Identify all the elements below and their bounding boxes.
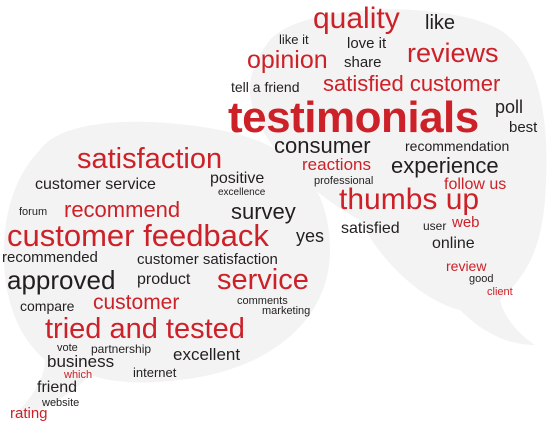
word-business: business — [47, 352, 115, 371]
right-speech-bubble-shape — [250, 9, 547, 346]
word-experience: experience — [391, 153, 499, 178]
word-professional: professional — [314, 175, 374, 187]
word-survey: survey — [231, 199, 296, 224]
word-reactions: reactions — [302, 155, 371, 174]
word-excellence: excellence — [218, 187, 266, 198]
word-comments: comments — [237, 295, 288, 307]
word-review: review — [446, 258, 487, 274]
word-marketing: marketing — [262, 305, 311, 317]
word-tried-and-tested: tried and tested — [45, 313, 245, 345]
word-good: good — [469, 273, 494, 285]
word-service: service — [217, 264, 309, 296]
word-quality: quality — [313, 2, 400, 35]
word-which: which — [64, 369, 93, 381]
word-love-it: love it — [347, 35, 387, 52]
left-speech-bubble-shape — [3, 121, 330, 420]
word-recommended: recommended — [2, 249, 98, 266]
word-satisfied: satisfied — [341, 220, 400, 237]
word-recommend: recommend — [64, 197, 181, 222]
word-tell-a-friend: tell a friend — [231, 79, 300, 95]
word-user: user — [423, 219, 447, 233]
word-yes: yes — [296, 226, 325, 246]
word-client: client — [487, 286, 513, 298]
word-forum: forum — [19, 206, 48, 218]
word-friend: friend — [37, 379, 78, 396]
word-poll: poll — [495, 97, 524, 117]
word-approved: approved — [7, 265, 116, 295]
word-customer: customer — [93, 291, 180, 314]
word-like: like — [425, 12, 456, 34]
word-satisfied-customer: satisfied customer — [323, 71, 501, 96]
word-opinion: opinion — [247, 46, 328, 74]
word-consumer: consumer — [274, 133, 371, 158]
word-web: web — [452, 214, 480, 231]
word-reviews: reviews — [407, 38, 499, 68]
word-share: share — [344, 54, 382, 71]
word-customer-service: customer service — [35, 176, 156, 193]
word-internet: internet — [133, 365, 177, 380]
word-positive: positive — [210, 170, 265, 187]
word-vote: vote — [57, 342, 78, 354]
word-follow-us: follow us — [444, 176, 507, 193]
word-website: website — [42, 397, 80, 409]
word-online: online — [432, 235, 475, 252]
word-best: best — [509, 119, 538, 136]
word-partnership: partnership — [91, 342, 152, 356]
word-excellent: excellent — [173, 345, 241, 364]
word-recommendation: recommendation — [405, 138, 510, 154]
word-customer-satisfaction: customer satisfaction — [137, 251, 278, 268]
word-compare: compare — [20, 298, 75, 314]
word-customer-feedback: customer feedback — [7, 218, 269, 253]
word-thumbs-up: thumbs up — [339, 183, 480, 216]
word-testimonials: testimonials — [228, 93, 479, 142]
word-satisfaction: satisfaction — [77, 143, 223, 175]
word-product: product — [137, 271, 191, 288]
word-rating: rating — [10, 405, 48, 422]
word-like-it: like it — [279, 32, 309, 47]
